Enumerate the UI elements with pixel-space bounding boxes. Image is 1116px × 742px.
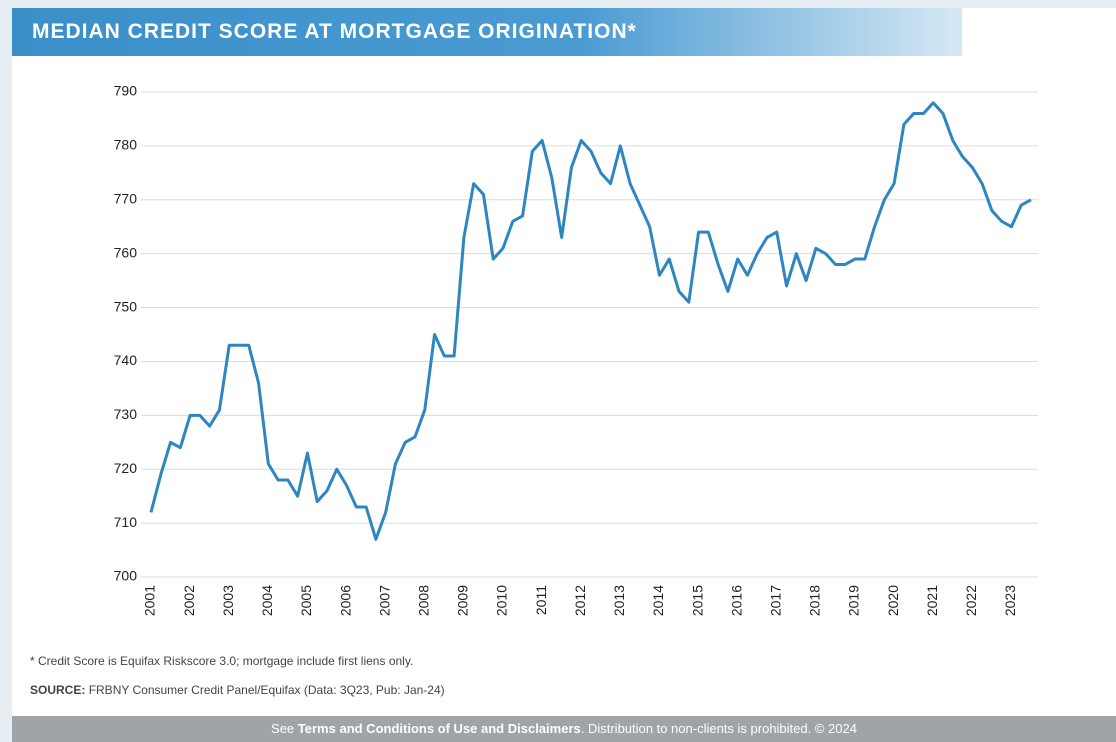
chart: 700 710 720 730 740 750 760 770 780 790 2001 2002 20… — [114, 83, 1038, 616]
x-tick-label: 2022 — [963, 585, 979, 616]
x-tick-label: 2011 — [533, 585, 549, 615]
y-tick-label: 730 — [114, 406, 138, 422]
source: SOURCE: FRBNY Consumer Credit Panel/Equi… — [30, 683, 445, 697]
chart-title: MEDIAN CREDIT SCORE AT MORTGAGE ORIGINAT… — [32, 20, 637, 43]
y-tick-label: 750 — [114, 298, 138, 314]
source-label: SOURCE: — [30, 683, 86, 697]
y-tick-label: 790 — [114, 83, 138, 99]
footer-link[interactable]: Terms and Conditions of Use and Disclaim… — [297, 721, 581, 736]
x-tick-label: 2017 — [767, 585, 783, 616]
x-tick-label: 2020 — [885, 585, 901, 616]
x-tick-label: 2009 — [455, 585, 471, 616]
y-tick-label: 760 — [114, 244, 138, 260]
y-tick-label: 780 — [114, 137, 138, 153]
x-tick-label: 2001 — [142, 585, 158, 616]
x-tick-label: 2013 — [611, 585, 627, 616]
x-tick-label: 2015 — [689, 585, 705, 616]
x-tick-label: 2012 — [572, 585, 588, 616]
x-tick-label: 2014 — [650, 585, 666, 616]
x-tick-label: 2004 — [259, 585, 275, 616]
x-tick-label: 2006 — [337, 585, 353, 616]
source-text: FRBNY Consumer Credit Panel/Equifax (Dat… — [88, 683, 445, 697]
footer-suffix: . Distribution to non-clients is prohibi… — [580, 721, 857, 736]
y-tick-label: 770 — [114, 190, 138, 206]
x-tick-label: 2005 — [298, 585, 314, 616]
card — [12, 8, 1116, 716]
x-tick-label: 2018 — [807, 585, 823, 616]
footer: See Terms and Conditions of Use and Disc… — [12, 716, 1116, 742]
x-tick-label: 2016 — [728, 585, 744, 616]
y-tick-label: 710 — [114, 514, 138, 530]
x-tick-label: 2023 — [1002, 585, 1018, 616]
y-tick-label: 740 — [114, 352, 138, 368]
footnote: * Credit Score is Equifax Riskscore 3.0;… — [30, 654, 414, 668]
x-tick-label: 2008 — [415, 585, 431, 616]
x-tick-label: 2021 — [924, 585, 940, 616]
y-tick-label: 720 — [114, 460, 138, 476]
line — [149, 101, 1032, 541]
x-tick-label: 2019 — [846, 585, 862, 616]
x-tick-label: 2002 — [181, 585, 197, 616]
title-banner — [12, 8, 962, 56]
x-tick-label: 2010 — [494, 585, 510, 616]
x-tick-label: 2007 — [376, 585, 392, 616]
y-tick-label: 700 — [114, 568, 138, 584]
footer-prefix: See — [271, 721, 295, 736]
x-tick-label: 2003 — [220, 585, 236, 616]
